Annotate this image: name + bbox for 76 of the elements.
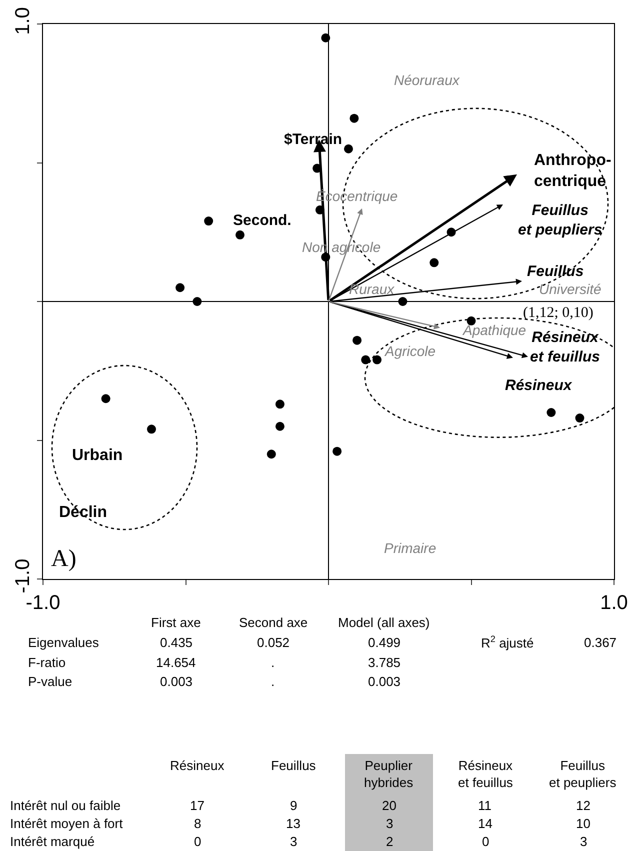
text: 17 xyxy=(190,798,204,813)
annotation: Primaire xyxy=(384,540,436,556)
text: Intérêt marqué xyxy=(10,834,95,849)
text: 0.367 xyxy=(584,635,617,650)
text: Eigenvalues xyxy=(28,635,100,650)
text: Intérêt nul ou faible xyxy=(10,798,121,813)
annotation: Ruraux xyxy=(349,281,396,297)
point xyxy=(372,355,382,364)
text: First axe xyxy=(151,615,201,630)
text: 0.499 xyxy=(368,635,401,650)
text: . xyxy=(271,674,275,689)
point xyxy=(321,33,330,42)
text: Résineux et feuillus xyxy=(458,758,514,790)
text: 2 xyxy=(386,834,394,849)
annotation: Néoruraux xyxy=(394,72,460,88)
text: 0 xyxy=(194,834,202,849)
text: 12 xyxy=(576,798,590,813)
text: 3 xyxy=(580,834,588,849)
point xyxy=(176,283,185,292)
text: 3 xyxy=(290,834,298,849)
annotation: Urbain xyxy=(72,447,123,464)
text: Peuplier hybrides xyxy=(364,758,414,790)
point xyxy=(344,144,353,154)
text: 0.003 xyxy=(368,674,401,689)
annotation: Université xyxy=(539,281,602,297)
point xyxy=(430,258,439,268)
point xyxy=(352,336,362,345)
annotation: Agricole xyxy=(384,343,436,359)
annotation: Anthropo- centrique xyxy=(534,152,612,190)
text: Intérêt moyen à fort xyxy=(10,816,124,831)
point xyxy=(146,424,156,434)
point xyxy=(350,114,359,123)
text: Second axe xyxy=(239,615,308,630)
text: 9 xyxy=(290,798,298,813)
point xyxy=(332,446,342,456)
text: 10 xyxy=(576,816,590,831)
text: 0.435 xyxy=(160,635,193,650)
text: Model (all axes) xyxy=(338,615,430,630)
text: F-ratio xyxy=(28,655,66,670)
point xyxy=(204,216,214,226)
point xyxy=(575,414,584,423)
point xyxy=(398,297,408,306)
annotation: Second. xyxy=(233,212,292,229)
point xyxy=(101,394,110,404)
text: 20 xyxy=(382,798,396,813)
text: 3.785 xyxy=(368,655,401,670)
point xyxy=(546,408,556,417)
text: R$^{2}$ ajusté xyxy=(481,634,534,650)
point xyxy=(236,230,244,240)
point xyxy=(266,450,276,459)
annotation: Feuillus xyxy=(527,263,584,280)
text: 13 xyxy=(286,816,300,831)
text: Feuillus et peupliers xyxy=(549,758,617,790)
text: 11 xyxy=(478,798,492,813)
annotation: Résineux et feuillus xyxy=(530,329,600,366)
text: 8 xyxy=(194,816,202,831)
point xyxy=(361,355,370,364)
text: P-value xyxy=(28,674,72,689)
annotation: Feuillus et peupliers xyxy=(518,202,602,238)
point xyxy=(275,422,284,431)
text: 0 xyxy=(482,834,490,849)
text: . xyxy=(271,655,275,670)
annotation: A) xyxy=(51,546,76,572)
point xyxy=(192,297,202,306)
point xyxy=(275,400,284,409)
annotation: Déclin xyxy=(59,504,108,521)
text: 14 xyxy=(478,816,492,831)
text: 14.654 xyxy=(156,655,196,670)
text: Résineux xyxy=(170,758,225,773)
text: Feuillus xyxy=(271,758,316,773)
text: 0.052 xyxy=(257,635,290,650)
text: 3 xyxy=(386,816,394,831)
text: 0.003 xyxy=(160,674,193,689)
annotation: Apathique xyxy=(462,322,526,338)
annotation: Résineux xyxy=(505,377,572,394)
annotation: (1,12; 0,10) xyxy=(523,305,594,321)
